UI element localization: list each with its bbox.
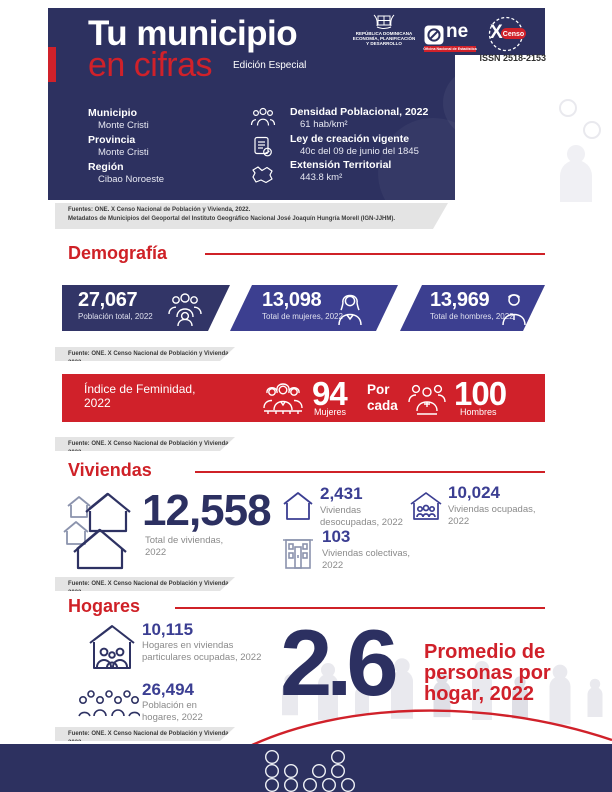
women-group-icon: [263, 383, 303, 414]
field-value-municipio: Monte Cristi: [98, 120, 149, 131]
stat-label: Densidad Poblacional, 2022: [290, 106, 429, 118]
promedio-label: Promedio de personas por hogar, 2022: [424, 641, 551, 705]
hogares-item-value: 10,115: [142, 620, 194, 639]
banner-label: Total de hombres, 2022: [430, 312, 514, 321]
territory-map-icon: [252, 166, 273, 184]
section-divider: [195, 471, 545, 473]
red-accent-bar: [48, 47, 56, 82]
empty-house-icon: [283, 492, 313, 520]
source-note: Fuente: ONE. X Censo Nacional de Poblaci…: [55, 347, 235, 361]
source-line: Fuente: ONE. X Censo Nacional de Poblaci…: [68, 581, 231, 596]
man-icon: [497, 289, 531, 328]
law-document-icon: [254, 136, 272, 157]
xcenso-x: X: [490, 22, 503, 43]
margin-watermark: [559, 99, 601, 202]
one-logo-text: ne: [446, 21, 469, 42]
hogares-item-label: Hogares en viviendas particulares ocupad…: [142, 640, 262, 663]
section-title-demografia: Demografía: [68, 243, 168, 263]
stat-label: Extensión Territorial: [290, 159, 392, 171]
stat-banner-hombres: 13,969 Total de hombres, 2022: [400, 285, 545, 331]
one-symbol-icon: [424, 25, 444, 45]
crowd-watermark: [250, 658, 612, 748]
feminidad-per-text: Por cada: [367, 382, 398, 413]
issn-number: ISSN 2518-2153: [479, 53, 546, 63]
viviendas-item-label: Viviendas ocupadas, 2022: [448, 504, 536, 527]
one-logo-subtitle-bar: Oficina Nacional de Estadística: [423, 46, 477, 52]
stat-value: 443.8 km²: [300, 172, 343, 183]
people-crowd-icon: [78, 690, 140, 717]
occupied-house-icon: [410, 492, 442, 520]
edition-label: Edición Especial: [233, 60, 307, 71]
one-logo-subtitle: Oficina Nacional de Estadística: [423, 47, 477, 51]
stat-banner-poblacion-total: 27,067 Población total, 2022: [62, 285, 230, 331]
stat-value: 61 hab/km²: [300, 119, 348, 130]
population-density-icon: [250, 107, 276, 126]
banner-label: Población total, 2022: [78, 312, 153, 321]
feminidad-men-value: 100: [454, 375, 507, 412]
ministry-name: REPÚBLICA DOMINICANA: [355, 31, 413, 36]
section-title-hogares: Hogares: [68, 596, 141, 616]
population-group-icon: [166, 290, 204, 327]
source-line: Fuente: ONE. X Censo Nacional de Poblaci…: [68, 351, 231, 366]
viviendas-item-value: 103: [322, 527, 351, 546]
source-line: Fuente: ONE. X Censo Nacional de Poblaci…: [68, 441, 231, 456]
field-label-provincia: Provincia: [88, 134, 136, 146]
stat-banner-mujeres: 13,098 Total de mujeres, 2022: [230, 285, 398, 331]
houses-icon: [63, 492, 131, 570]
government-emblem-icon: REPÚBLICA DOMINICANA ECONOMÍA, PLANIFICA…: [352, 13, 416, 53]
woman-icon: [332, 289, 368, 328]
feminidad-women-value: 94: [312, 375, 348, 412]
page-title: Tu municipio: [88, 14, 298, 53]
banner-label: Total de mujeres, 2022: [262, 312, 343, 321]
source-note: Fuente: ONE. X Censo Nacional de Poblaci…: [55, 437, 235, 451]
stat-label: Ley de creación vigente: [290, 133, 410, 145]
household-house-icon: [89, 625, 135, 669]
banner-value: 27,067: [78, 289, 138, 311]
viviendas-item-value: 10,024: [448, 483, 500, 502]
men-group-icon: [408, 384, 446, 415]
viviendas-item-label: Viviendas desocupadas, 2022: [320, 505, 403, 528]
header-panel: [48, 8, 513, 228]
ministry-name: ECONOMÍA, PLANIFICACIÓN: [352, 36, 416, 41]
one-logo: ne Oficina Nacional de Estadística: [423, 21, 477, 55]
feminidad-title: Índice de Feminidad, 2022: [84, 382, 196, 410]
section-divider: [205, 253, 545, 255]
xcenso-text: Censo: [502, 30, 525, 38]
field-label-region: Región: [88, 161, 124, 173]
xcenso-logo: X Censo: [478, 14, 534, 56]
feminidad-banner: Índice de Feminidad, 2022 94 Mujeres Por…: [62, 374, 545, 422]
source-note-header: Fuentes: ONE. X Censo Nacional de Poblac…: [55, 203, 448, 229]
viviendas-item-value: 2,431: [320, 484, 363, 503]
section-title-viviendas: Viviendas: [68, 460, 152, 480]
ministry-name: Y DESARROLLO: [366, 40, 402, 46]
header-watermark: [443, 68, 513, 138]
footer-dots-pattern: [265, 749, 355, 792]
feminidad-men-label: Hombres: [460, 407, 497, 417]
viviendas-item-label: Viviendas colectivas, 2022: [322, 548, 411, 571]
collective-building-icon: [283, 539, 313, 569]
field-value-region: Cibao Noroeste: [98, 174, 165, 185]
promedio-value: 2.6: [280, 610, 399, 715]
source-note: Fuente: ONE. X Censo Nacional de Poblaci…: [55, 727, 235, 741]
source-line: Fuentes: ONE. X Censo Nacional de Poblac…: [68, 207, 251, 213]
page-subtitle: en cifras: [88, 46, 213, 84]
banner-value: 13,098: [262, 289, 322, 311]
source-note: Fuente: ONE. X Censo Nacional de Poblaci…: [55, 577, 235, 591]
hogares-item-value: 26,494: [142, 680, 194, 699]
source-line: Metadatos de Municipios del Geoportal de…: [68, 215, 396, 222]
feminidad-women-label: Mujeres: [314, 407, 347, 417]
footer-band: [0, 744, 612, 792]
section-divider: [175, 607, 545, 609]
viviendas-total-label: Total de viviendas, 2022: [145, 535, 224, 559]
hogares-item-label: Población en hogares, 2022: [142, 700, 203, 723]
banner-value: 13,969: [430, 289, 490, 311]
field-label-municipio: Municipio: [88, 107, 137, 119]
field-value-provincia: Monte Cristi: [98, 147, 149, 158]
viviendas-total-value: 12,558: [142, 486, 272, 535]
stat-value: 40c del 09 de junio del 1845: [300, 146, 419, 157]
